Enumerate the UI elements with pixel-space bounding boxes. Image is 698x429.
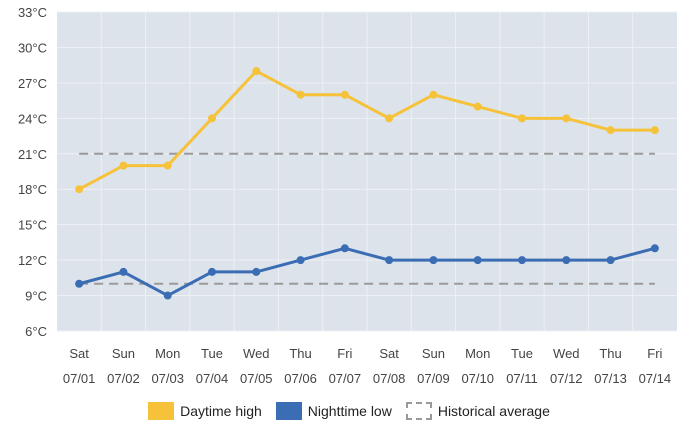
legend: Daytime high Nighttime low Historical av…	[0, 400, 698, 422]
y-tick-label: 9°C	[25, 289, 47, 304]
x-tick-label-day: Sat	[379, 346, 399, 361]
x-tick-label-date: 07/12	[550, 371, 583, 386]
x-tick-label-date: 07/09	[417, 371, 450, 386]
x-tick-label-date: 07/03	[151, 371, 184, 386]
x-tick-label-date: 07/13	[594, 371, 627, 386]
daytime-high-point	[473, 102, 482, 111]
y-tick-label: 6°C	[25, 324, 47, 339]
x-tick-label-day: Mon	[155, 346, 180, 361]
x-tick-label-day: Wed	[243, 346, 270, 361]
x-tick-label-date: 07/05	[240, 371, 273, 386]
x-tick-label-day: Mon	[465, 346, 490, 361]
legend-swatch-historical-average	[405, 402, 432, 420]
x-tick-label-date: 07/04	[196, 371, 229, 386]
x-tick-label-date: 07/02	[107, 371, 140, 386]
x-tick-label-day: Tue	[201, 346, 223, 361]
legend-swatch-daytime-high	[148, 402, 175, 420]
x-tick-label-day: Sun	[112, 346, 135, 361]
y-tick-label: 12°C	[18, 253, 47, 268]
x-tick-label-day: Fri	[337, 346, 352, 361]
daytime-high-point	[606, 126, 615, 135]
x-tick-label-date: 07/06	[284, 371, 317, 386]
legend-item-nighttime-low[interactable]: Nighttime low	[275, 402, 392, 420]
daytime-high-point	[119, 161, 128, 170]
x-tick-label-day: Thu	[599, 346, 621, 361]
x-tick-label-date: 07/10	[461, 371, 494, 386]
legend-label-historical-average: Historical average	[437, 403, 550, 419]
daytime-high-point	[75, 185, 84, 194]
y-tick-label: 18°C	[18, 182, 47, 197]
nighttime-low-line	[78, 246, 656, 298]
y-tick-label: 15°C	[18, 218, 47, 233]
y-tick-label: 24°C	[18, 111, 47, 126]
x-tick-label-date: 07/01	[63, 371, 96, 386]
nighttime-low-point	[163, 291, 172, 300]
nighttime-low-point	[650, 244, 659, 253]
legend-swatch-nighttime-low	[275, 402, 302, 420]
nighttime-low-point	[385, 256, 394, 265]
nighttime-low-point	[119, 267, 128, 276]
nighttime-low-point	[340, 244, 349, 253]
legend-item-daytime-high[interactable]: Daytime high	[148, 402, 262, 420]
y-tick-label: 30°C	[18, 40, 47, 55]
daytime-high-point	[163, 161, 172, 170]
legend-item-historical-average[interactable]: Historical average	[405, 402, 550, 420]
daytime-high-point	[340, 90, 349, 99]
x-tick-label-day: Sat	[69, 346, 89, 361]
x-tick-label-day: Fri	[647, 346, 662, 361]
nighttime-low-point	[296, 256, 305, 265]
nighttime-low-point	[473, 256, 482, 265]
y-tick-label: 33°C	[18, 5, 47, 20]
x-tick-label-day: Sun	[422, 346, 445, 361]
x-tick-label-day: Tue	[511, 346, 533, 361]
daytime-high-line	[78, 69, 655, 191]
nighttime-low-point	[429, 256, 438, 265]
x-tick-label-day: Wed	[553, 346, 580, 361]
x-tick-label-date: 07/08	[373, 371, 406, 386]
nighttime-low-point	[606, 256, 615, 265]
nighttime-low-point	[562, 256, 571, 265]
nighttime-low-point	[75, 279, 84, 288]
nighttime-low-point	[208, 267, 216, 276]
daytime-high-point	[385, 114, 394, 123]
daytime-high-point	[562, 114, 571, 123]
x-tick-label-day: Thu	[289, 346, 311, 361]
daytime-high-point	[429, 90, 438, 99]
legend-label-daytime-high: Daytime high	[180, 403, 262, 419]
daytime-high-point	[252, 67, 261, 76]
x-tick-label-date: 07/14	[639, 371, 672, 386]
temperature-chart: 6°C 9°C 12°C 15°C 18°C 21°C 24°C 27°C 30°C 33°C Sa…	[18, 5, 677, 386]
y-tick-label: 27°C	[18, 76, 47, 91]
nighttime-low-point	[518, 256, 526, 265]
daytime-high-point	[650, 126, 659, 135]
legend-label-nighttime-low: Nighttime low	[307, 403, 392, 419]
x-tick-label-date: 07/11	[506, 371, 538, 386]
nighttime-low-point	[252, 267, 261, 276]
daytime-high-point	[296, 90, 305, 99]
y-tick-label: 21°C	[18, 147, 47, 162]
daytime-high-point	[518, 114, 526, 123]
daytime-high-point	[208, 114, 216, 123]
x-tick-label-date: 07/07	[329, 371, 362, 386]
